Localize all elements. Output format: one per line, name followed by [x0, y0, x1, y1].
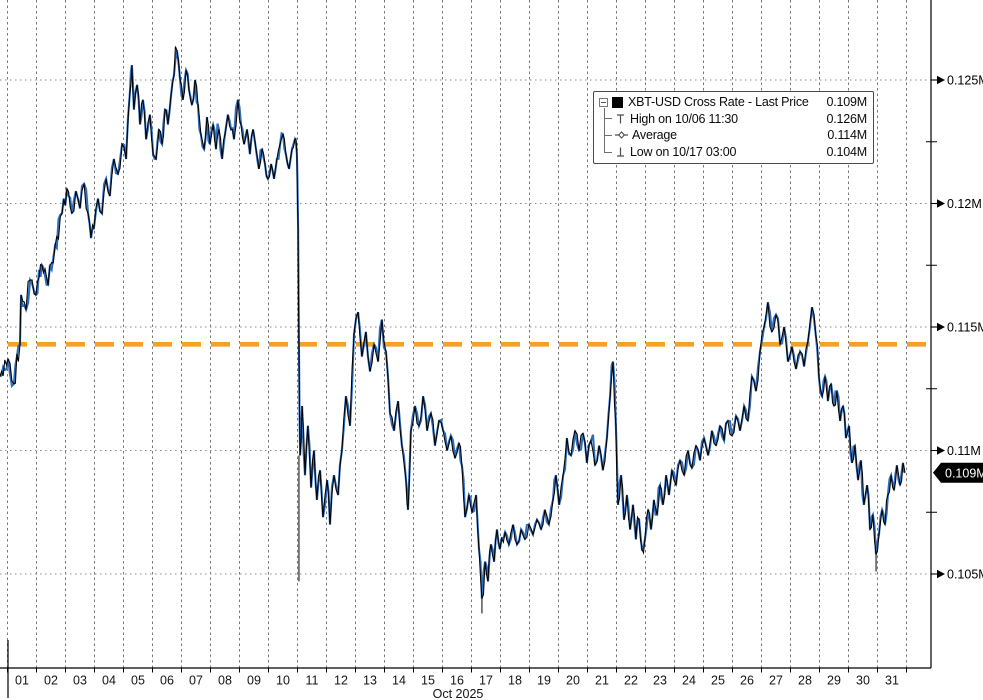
x-axis: 01 02 03 04 05 06 07 08 09 10 11 12 13 14 15 16 17 18 19 20… — [0, 640, 931, 700]
y-axis-tick-label: 0.105M — [947, 567, 983, 581]
x-axis-day-label: 23 — [653, 674, 667, 688]
legend-label: High on 10/06 11:30 — [630, 111, 738, 126]
legend-row-average: Average 0.114M — [604, 127, 867, 144]
legend-label: XBT-USD Cross Rate - Last Price — [628, 95, 809, 110]
tree-branch — [604, 118, 612, 120]
legend-tree-line — [604, 108, 605, 153]
x-axis-day-label: 03 — [73, 674, 87, 688]
x-axis-day-label: 06 — [160, 674, 174, 688]
x-axis-day-label: 18 — [508, 674, 522, 688]
chart-legend: XBT-USD Cross Rate - Last Price 0.109M H… — [593, 91, 874, 164]
last-price-badge-label: 0.109M — [945, 466, 983, 480]
x-axis-day-label: 22 — [624, 674, 638, 688]
y-axis-tick-arrow-icon — [937, 569, 945, 579]
high-marker-icon — [617, 114, 624, 124]
x-axis-day-label: 05 — [131, 674, 145, 688]
price-series — [0, 46, 906, 614]
y-axis-tick-label: 0.115M — [947, 320, 983, 334]
y-axis-tick-arrow-icon — [937, 322, 945, 332]
tree-branch — [604, 151, 612, 153]
average-marker-icon — [615, 131, 628, 140]
x-axis-day-label: 14 — [392, 674, 406, 688]
tree-branch — [604, 134, 612, 136]
x-axis-day-label: 26 — [740, 674, 754, 688]
y-axis-tick-label: 0.11M — [947, 444, 981, 458]
x-axis-day-label: 29 — [827, 674, 841, 688]
last-price-badge: 0.109M — [933, 462, 983, 483]
legend-row-last-price: XBT-USD Cross Rate - Last Price 0.109M — [598, 94, 867, 111]
x-axis-day-label: 08 — [218, 674, 232, 688]
x-axis-day-label: 19 — [537, 674, 551, 688]
price-line-black — [0, 46, 906, 599]
legend-value: 0.104M — [826, 145, 868, 160]
tree-expander-icon[interactable] — [599, 97, 608, 107]
x-axis-day-label: 17 — [479, 674, 493, 688]
x-axis-month-label: Oct 2025 — [433, 687, 484, 700]
x-axis-day-label: 02 — [44, 674, 58, 688]
x-axis-day-label: 13 — [363, 674, 377, 688]
last-price-badge-shape — [933, 462, 983, 483]
x-axis-day-label: 01 — [15, 674, 29, 688]
x-axis-day-label: 28 — [798, 674, 812, 688]
legend-row-high: High on 10/06 11:30 0.126M — [604, 111, 867, 128]
legend-value: 0.114M — [827, 128, 867, 143]
x-axis-day-label: 30 — [856, 674, 870, 688]
y-axis-tick-arrow-icon — [937, 75, 945, 85]
y-axis-tick-label: 0.12M — [947, 197, 982, 211]
x-axis-day-label: 16 — [450, 674, 464, 688]
legend-label: Average — [632, 128, 677, 143]
legend-label: Low on 10/17 03:00 — [630, 145, 737, 160]
x-axis-day-label: 20 — [566, 674, 580, 688]
legend-value: 0.126M — [826, 111, 868, 126]
x-axis-day-label: 25 — [711, 674, 725, 688]
x-axis-day-label: 24 — [682, 674, 696, 688]
x-axis-day-label: 11 — [306, 674, 319, 688]
x-axis-day-label: 07 — [189, 674, 203, 688]
series-color-swatch — [612, 96, 623, 108]
legend-value: 0.109M — [826, 95, 868, 110]
x-axis-day-label: 12 — [334, 674, 348, 688]
x-axis-day-label: 15 — [421, 674, 435, 688]
x-axis-day-label: 04 — [102, 674, 116, 688]
y-axis-tick-arrow-icon — [937, 199, 945, 208]
x-axis-day-label: 21 — [595, 674, 609, 688]
low-marker-icon — [617, 147, 624, 157]
x-axis-day-label: 27 — [769, 674, 783, 688]
x-axis-day-label: 09 — [247, 674, 261, 688]
y-axis-tick-label: 0.125M — [947, 73, 983, 87]
x-axis-day-label: 10 — [276, 674, 290, 688]
y-axis: 0.125M 0.12M 0.115M 0.11M 0.105M — [926, 0, 983, 668]
legend-row-low: Low on 10/17 03:00 0.104M — [604, 144, 867, 161]
y-axis-tick-arrow-icon — [937, 446, 945, 455]
x-axis-day-label: 31 — [885, 674, 899, 688]
